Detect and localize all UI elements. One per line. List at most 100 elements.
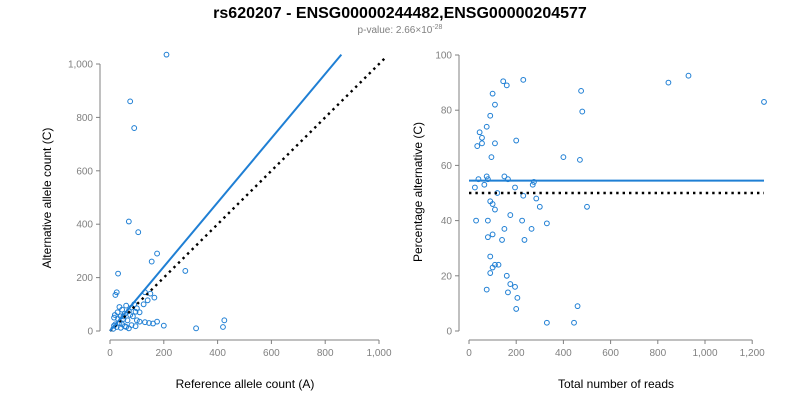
left-data-point <box>132 323 139 330</box>
left-data-point <box>128 322 135 329</box>
right-data-point <box>489 264 496 271</box>
right-data-point <box>520 192 527 199</box>
right-data-point <box>520 76 527 83</box>
right-data-point <box>487 253 494 260</box>
right-data-point <box>584 203 590 210</box>
right-data-point <box>761 99 767 105</box>
right-data-point <box>528 225 535 232</box>
left-data-point <box>114 309 121 316</box>
right-y-axis-title: Percentage alternative (C) <box>411 122 425 262</box>
right-data-point <box>489 90 496 97</box>
right-y-tick-label: 40 <box>441 216 453 227</box>
right-x-tick-label: 1,200 <box>740 348 765 359</box>
right-data-point <box>571 319 577 326</box>
right-data-point <box>512 184 518 191</box>
right-data-point <box>475 176 482 183</box>
right-data-point <box>479 140 485 147</box>
right-data-point <box>487 112 494 119</box>
right-data-point <box>533 195 540 202</box>
right-data-point <box>577 156 583 163</box>
left-data-point <box>123 302 130 309</box>
chart-subtitle: p-value: 2.66×10-28 <box>358 24 443 36</box>
right-data-point <box>483 123 490 130</box>
left-x-tick-label: 400 <box>209 348 226 359</box>
left-data-point <box>147 290 154 297</box>
left-data-point <box>115 270 121 277</box>
right-data-point <box>560 154 567 161</box>
left-data-point <box>140 301 147 308</box>
right-x-tick-label: 800 <box>649 348 666 359</box>
right-data-point <box>483 286 490 293</box>
right-data-point <box>474 143 481 149</box>
right-data-point <box>500 78 507 85</box>
left-y-tick-label: 400 <box>76 220 93 231</box>
right-data-point <box>487 270 494 276</box>
right-data-point <box>484 234 491 241</box>
right-data-point <box>507 212 514 218</box>
right-x-axis-title: Total number of reads <box>558 377 674 391</box>
percentage-alternative-scatter-panel: 0 200 400 600 800 1,000 1,200 0 20 40 60 80 100 <box>435 51 767 359</box>
left-data-point <box>163 51 170 58</box>
right-data-point <box>483 173 490 180</box>
right-x-tick-label: 0 <box>466 348 472 359</box>
right-data-point <box>489 231 496 238</box>
left-y-axis-title: Alternative allele count (C) <box>40 128 54 269</box>
left-data-point <box>221 317 228 324</box>
right-data-point <box>665 79 672 86</box>
right-data-point <box>505 289 511 296</box>
right-data-point <box>488 154 495 161</box>
right-data-point <box>519 217 525 224</box>
left-x-tick-label: 1,000 <box>366 348 391 359</box>
left-data-point <box>160 322 167 329</box>
right-data-point <box>476 129 483 136</box>
right-x-tick-label: 400 <box>555 348 572 359</box>
left-x-tick-label: 600 <box>263 348 280 359</box>
right-data-point <box>685 72 692 79</box>
left-data-point <box>154 250 160 257</box>
right-data-point <box>472 184 478 191</box>
left-data-point <box>142 319 148 326</box>
right-data-point <box>503 272 510 279</box>
left-y-tick-label: 800 <box>76 113 93 124</box>
left-x-axis-title: Reference allele count (A) <box>176 377 315 391</box>
right-y-tick-label: 60 <box>441 161 453 172</box>
right-data-point <box>543 319 550 326</box>
left-data-point <box>136 309 143 316</box>
right-data-point <box>529 181 536 188</box>
left-y-tick-label: 0 <box>87 327 93 338</box>
right-data-point <box>495 261 502 268</box>
left-x-tick-label: 800 <box>317 348 334 359</box>
left-data-point <box>151 294 158 301</box>
left-y-tick-label: 1,000 <box>68 60 93 71</box>
left-data-point <box>135 229 142 236</box>
left-data-point <box>112 292 119 298</box>
left-data-point <box>136 318 143 325</box>
right-data-point <box>473 217 479 224</box>
right-data-point <box>513 137 520 144</box>
left-data-point <box>124 317 131 324</box>
left-data-point <box>146 320 152 326</box>
left-data-point <box>148 258 155 265</box>
allele-count-scatter-panel: 0 200 400 600 800 1,000 0 200 400 600 800 1,000 <box>68 51 392 359</box>
right-y-tick-label: 20 <box>441 271 453 282</box>
right-x-tick-label: 1,000 <box>692 348 717 359</box>
right-data-point <box>484 217 491 224</box>
left-data-point <box>220 324 226 330</box>
left-data-point <box>119 306 126 313</box>
left-y-tick-label: 200 <box>76 273 93 284</box>
right-data-point <box>507 281 514 287</box>
right-y-tick-label: 80 <box>441 106 453 117</box>
left-fit-line <box>109 54 343 332</box>
left-data-point <box>131 125 138 131</box>
right-data-point <box>492 206 498 213</box>
right-data-point <box>484 176 491 183</box>
right-x-tick-label: 200 <box>508 348 525 359</box>
left-reference-line <box>109 55 388 332</box>
left-data-point <box>144 297 151 304</box>
right-data-point <box>536 203 543 210</box>
right-data-point <box>521 237 528 243</box>
right-data-point <box>513 306 520 312</box>
left-data-point <box>125 218 132 225</box>
right-data-point <box>481 181 488 188</box>
right-data-point <box>479 134 485 141</box>
